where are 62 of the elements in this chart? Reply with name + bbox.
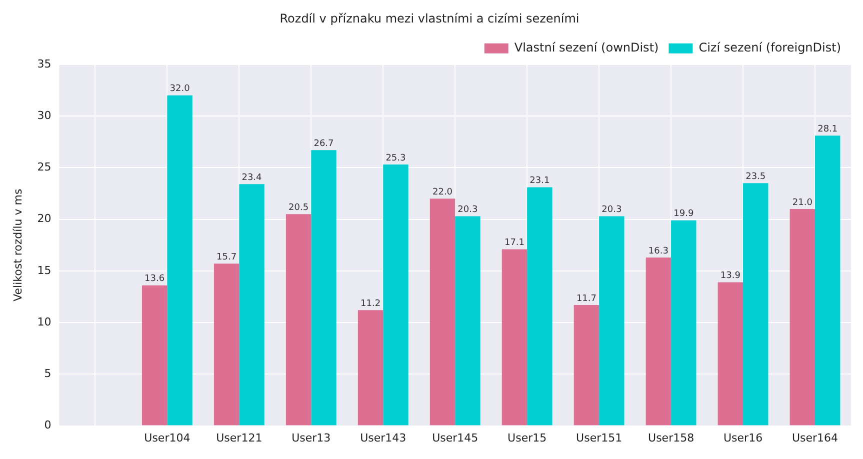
bar xyxy=(167,95,192,426)
bar xyxy=(286,214,312,426)
bar xyxy=(455,216,480,426)
bar xyxy=(718,282,744,426)
x-tick-label: User158 xyxy=(648,431,694,444)
x-tick-label: User104 xyxy=(144,431,190,444)
bar xyxy=(815,136,840,426)
y-axis-title: Velikost rozdílu v ms xyxy=(11,188,24,302)
bar xyxy=(743,183,768,426)
legend-label: Cizí sezení (foreignDist) xyxy=(698,40,842,55)
x-tick-label: User13 xyxy=(292,431,331,444)
data-label: 16.3 xyxy=(648,246,668,256)
bar xyxy=(383,164,408,426)
data-label: 17.1 xyxy=(504,238,525,248)
data-label: 22.0 xyxy=(432,187,453,198)
data-label: 23.4 xyxy=(242,173,262,184)
bar xyxy=(142,285,168,426)
bar xyxy=(646,257,672,426)
data-label: 32.0 xyxy=(170,84,190,94)
data-label: 28.1 xyxy=(818,124,838,134)
bar xyxy=(671,220,696,426)
y-tick-label: 20 xyxy=(37,212,52,226)
y-tick-label: 15 xyxy=(37,264,52,277)
data-label: 13.9 xyxy=(720,271,741,282)
y-tick-label: 10 xyxy=(37,315,52,328)
y-tick-label: 25 xyxy=(37,160,52,174)
y-tick-label: 5 xyxy=(44,367,52,380)
legend-label: Vlastní sezení (ownDist) xyxy=(514,40,659,55)
bar xyxy=(502,249,528,426)
data-label: 11.7 xyxy=(576,294,596,304)
data-label: 11.2 xyxy=(360,298,381,309)
x-tick-label: User121 xyxy=(216,431,262,444)
y-tick-label: 0 xyxy=(44,418,52,432)
x-tick-label: User16 xyxy=(723,431,763,444)
x-tick-label: User151 xyxy=(576,431,622,444)
data-label: 15.7 xyxy=(216,252,237,263)
y-tick-label: 30 xyxy=(37,108,52,122)
x-tick-label: User145 xyxy=(432,431,478,444)
data-label: 13.6 xyxy=(144,274,165,284)
data-label: 20.3 xyxy=(458,205,478,216)
data-label: 20.5 xyxy=(288,202,309,213)
data-label: 21.0 xyxy=(792,198,813,208)
bar xyxy=(527,187,552,426)
data-label: 23.5 xyxy=(746,172,766,182)
bar xyxy=(574,304,600,426)
chart-title: Rozdíl v příznaku mezi vlastními a cizími sezeními xyxy=(280,11,580,26)
data-label: 26.7 xyxy=(314,138,334,149)
x-tick-label: User164 xyxy=(792,431,838,444)
data-label: 20.3 xyxy=(602,205,622,216)
bar xyxy=(790,208,816,426)
data-label: 19.9 xyxy=(674,209,694,220)
bar xyxy=(430,198,456,426)
x-tick-label: User15 xyxy=(508,431,547,444)
data-label: 23.1 xyxy=(530,176,550,186)
bar xyxy=(239,184,264,426)
y-tick-label: 35 xyxy=(37,57,52,70)
bar xyxy=(214,264,240,426)
data-label: 25.3 xyxy=(386,153,406,164)
x-tick-label: User143 xyxy=(360,431,406,444)
bar xyxy=(311,150,336,426)
bar xyxy=(358,310,384,426)
bar xyxy=(599,216,624,426)
